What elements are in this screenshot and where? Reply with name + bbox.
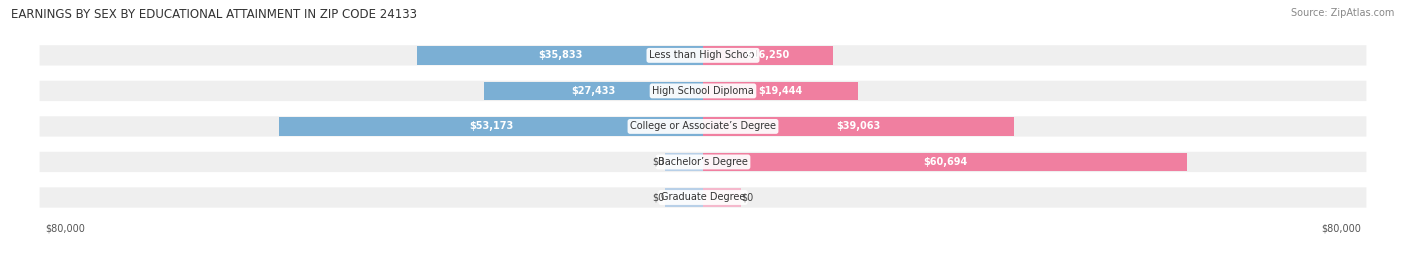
Text: Graduate Degree: Graduate Degree [661,193,745,203]
FancyBboxPatch shape [39,187,1367,208]
Text: Source: ZipAtlas.com: Source: ZipAtlas.com [1291,8,1395,18]
Bar [484,82,703,100]
FancyBboxPatch shape [39,152,1367,172]
Text: Less than High School: Less than High School [650,50,756,60]
Text: High School Diploma: High School Diploma [652,86,754,96]
Text: $0: $0 [741,193,754,203]
Bar [703,82,858,100]
Bar [703,153,1187,171]
Text: $39,063: $39,063 [837,121,882,132]
Bar [703,188,741,207]
Text: EARNINGS BY SEX BY EDUCATIONAL ATTAINMENT IN ZIP CODE 24133: EARNINGS BY SEX BY EDUCATIONAL ATTAINMEN… [11,8,418,21]
Text: $53,173: $53,173 [468,121,513,132]
Text: Bachelor’s Degree: Bachelor’s Degree [658,157,748,167]
Text: $27,433: $27,433 [571,86,616,96]
Text: $0: $0 [652,157,665,167]
FancyBboxPatch shape [39,81,1367,101]
FancyBboxPatch shape [39,45,1367,66]
Text: College or Associate’s Degree: College or Associate’s Degree [630,121,776,132]
Text: $19,444: $19,444 [758,86,803,96]
Bar [703,117,1015,136]
Bar [665,188,703,207]
Bar [703,46,832,65]
Text: $60,694: $60,694 [922,157,967,167]
Text: $35,833: $35,833 [538,50,582,60]
Bar [418,46,703,65]
FancyBboxPatch shape [39,116,1367,137]
Text: $0: $0 [652,193,665,203]
Bar [665,153,703,171]
Text: $16,250: $16,250 [745,50,790,60]
Bar [278,117,703,136]
